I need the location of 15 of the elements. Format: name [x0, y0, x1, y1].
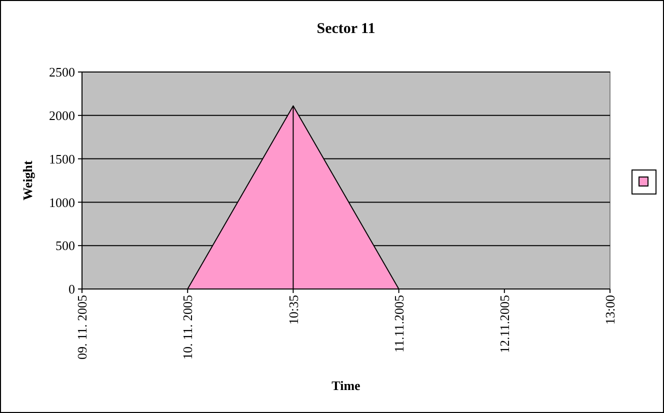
y-tick-label: 1000: [49, 194, 75, 210]
y-tick-label: 1500: [49, 151, 75, 166]
x-tick-label: 11.11.2005: [391, 295, 406, 353]
x-tick-label: 13:00: [602, 295, 618, 325]
chart-title: Sector 11: [316, 21, 376, 37]
y-tick-label: 500: [56, 238, 75, 254]
y-tick-label: 0: [68, 282, 75, 297]
x-tick-label: 10. 11. 2005: [180, 295, 196, 360]
y-tick-label: 2500: [49, 64, 75, 80]
x-axis-title: Time: [332, 378, 361, 393]
x-tick-label: 12.11.2005: [496, 295, 512, 354]
y-tick-label: 2000: [49, 108, 75, 123]
y-axis-title: Weight: [20, 160, 35, 200]
x-tick-label: 10:35: [286, 295, 301, 325]
x-tick-label: 09. 11. 2005: [74, 295, 90, 360]
